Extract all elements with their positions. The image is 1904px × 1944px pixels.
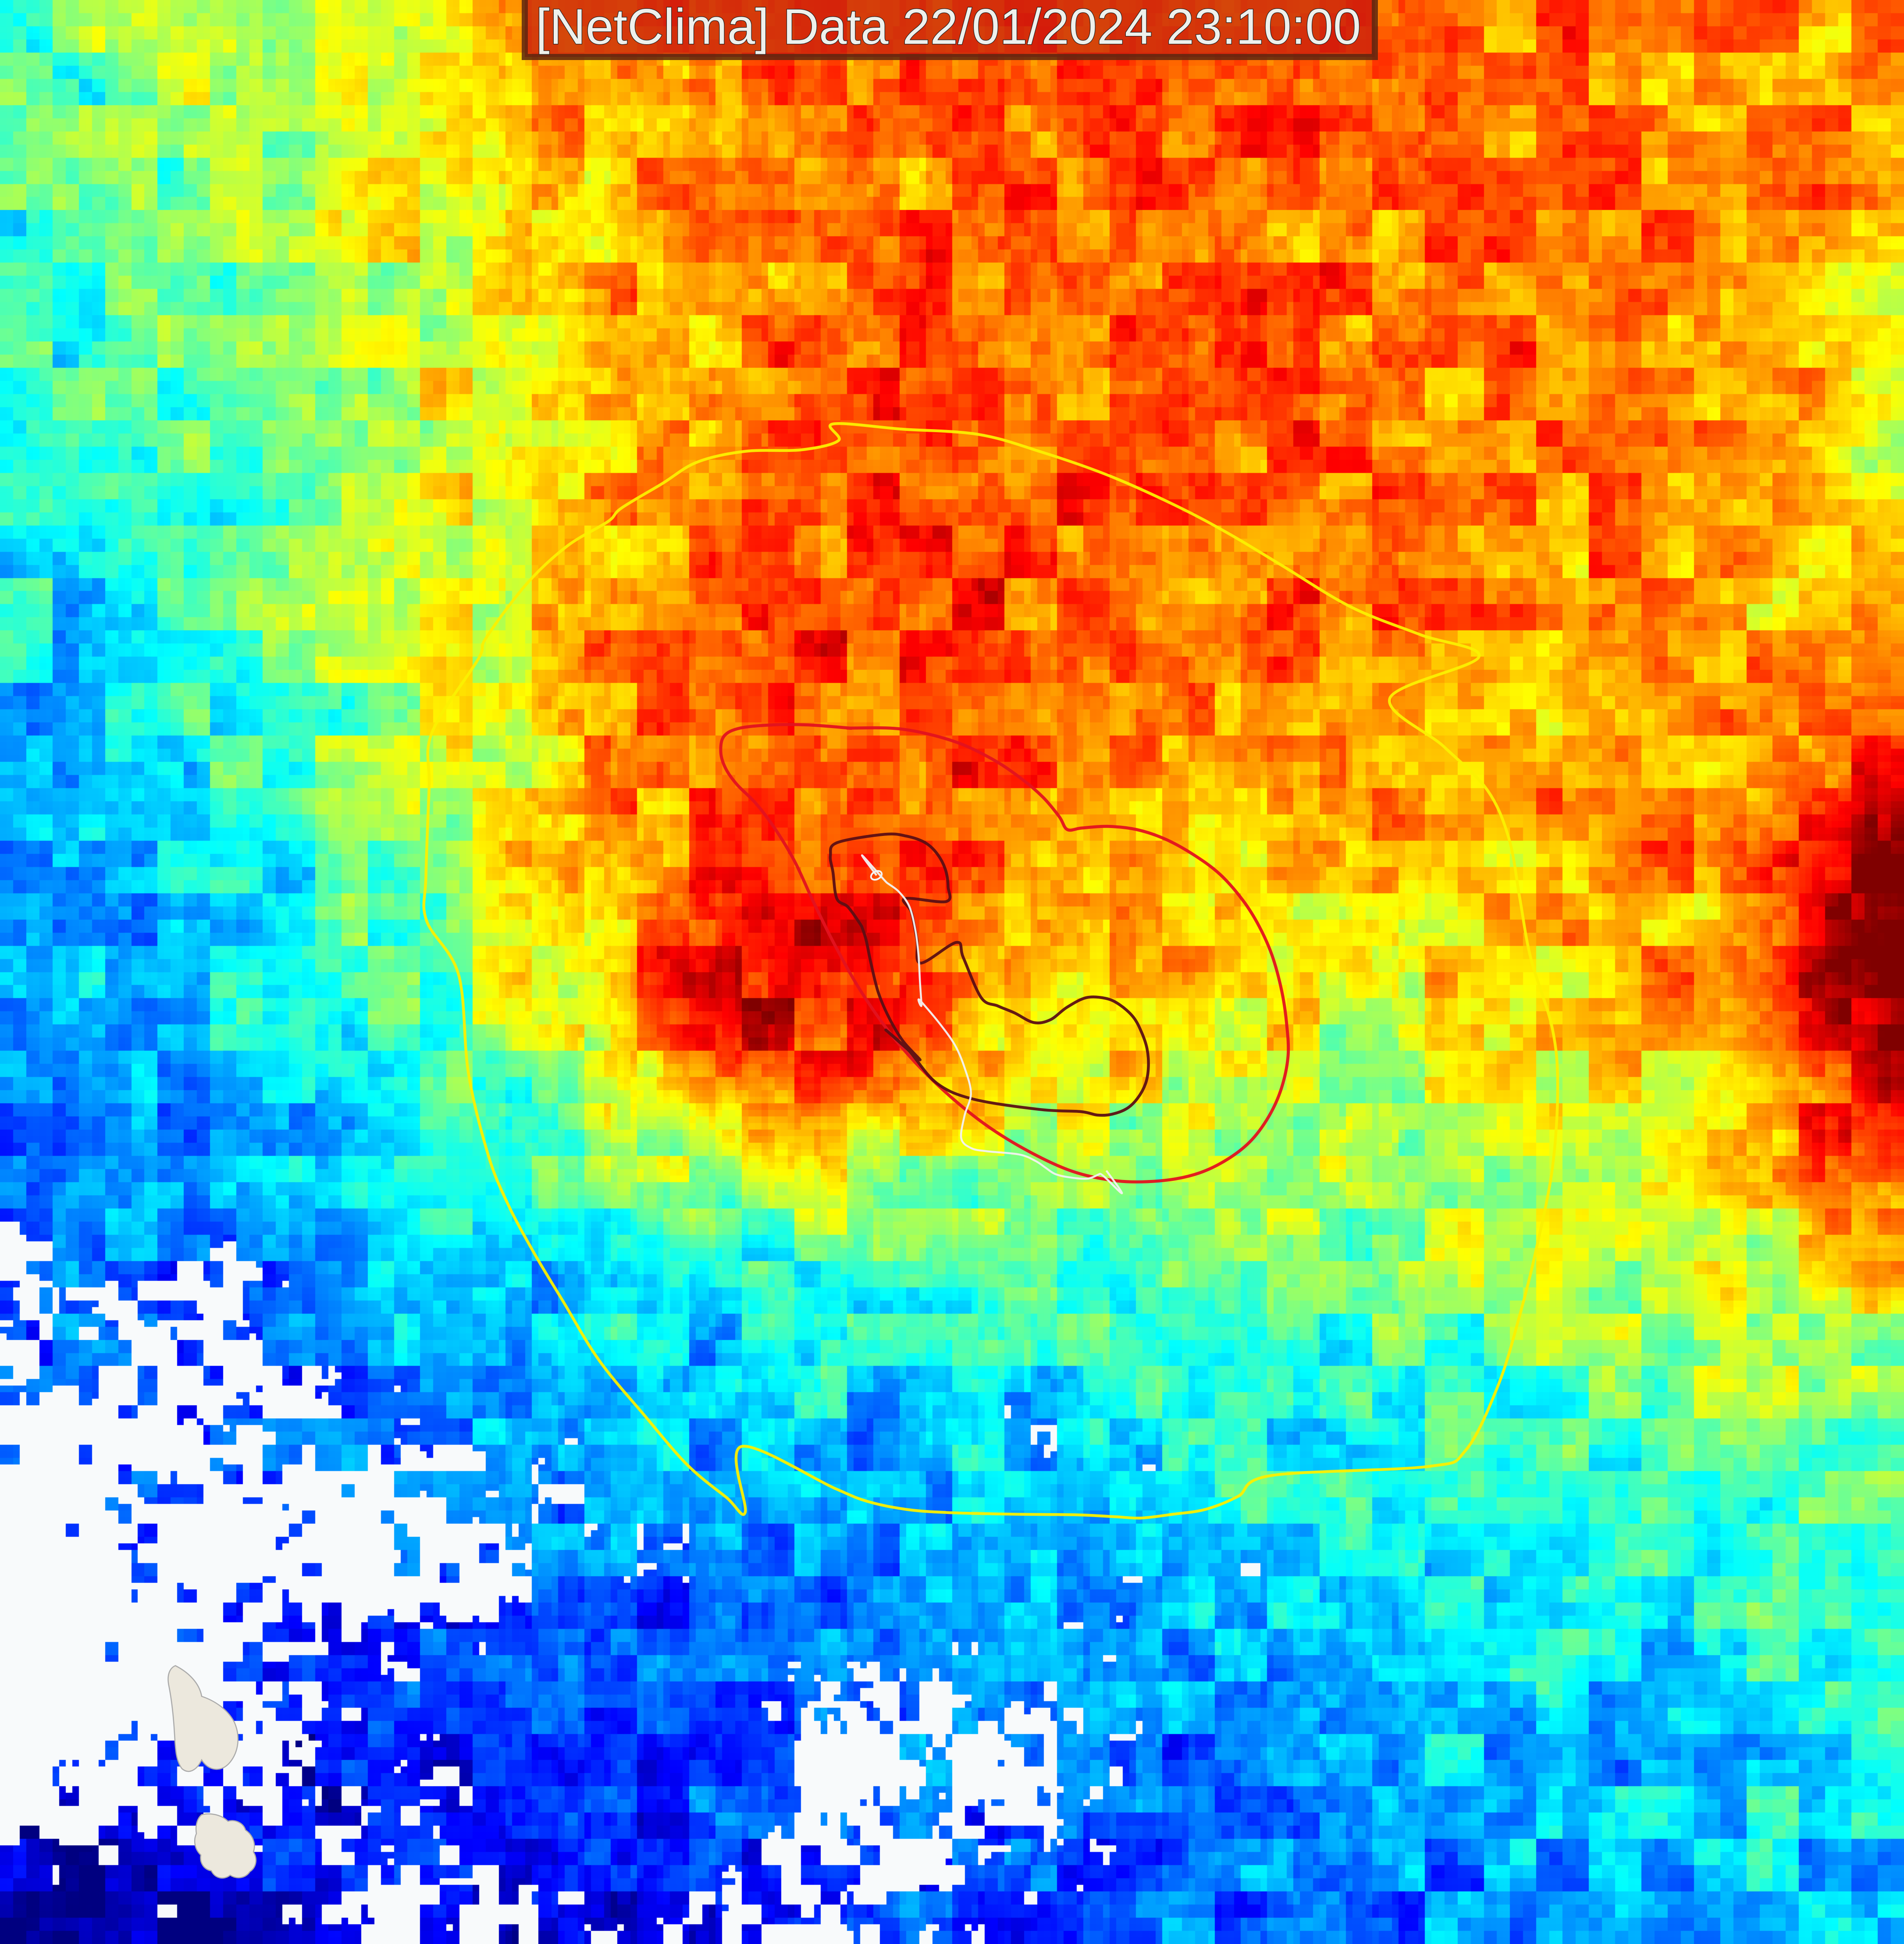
svg-text:[NetClima] Data 22/01/2024 23:: [NetClima] Data 22/01/2024 23:10:00	[536, 0, 1361, 55]
